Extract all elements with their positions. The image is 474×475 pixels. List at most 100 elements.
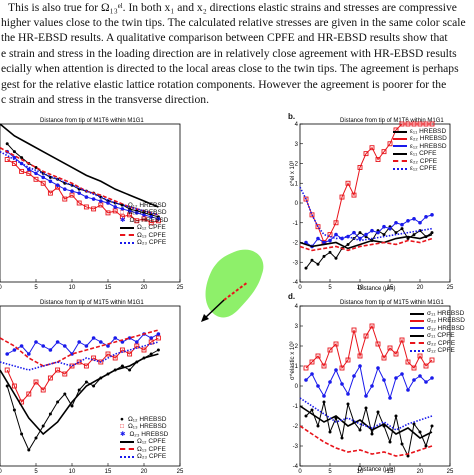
data-point	[91, 197, 96, 201]
data-point	[148, 220, 154, 226]
text-line: This is also true for Ω₁₃ᵉˡ. In both x₁ …	[8, 1, 457, 14]
data-point	[400, 222, 404, 227]
data-point	[304, 266, 308, 270]
series-line-c-2	[6, 337, 159, 403]
text-line: higher values close to the twin tips. Th…	[1, 16, 466, 29]
data-point	[376, 366, 380, 370]
data-point	[41, 344, 45, 348]
series-line-b-3	[305, 214, 433, 248]
data-point	[156, 332, 161, 336]
data-point	[33, 176, 39, 182]
data-point	[84, 380, 88, 384]
legend-b-item: ε₂₂ HREBSD	[393, 135, 447, 142]
data-point	[370, 432, 374, 436]
data-point	[387, 345, 393, 351]
data-point	[106, 344, 110, 348]
data-point	[34, 340, 38, 344]
legend-b: ε₁₁ HREBSD ε₂₂ HREBSD ε₁₂ HREBSD ε₁₁ CPF…	[393, 128, 447, 172]
y-tick-label: 4	[295, 304, 299, 310]
series-line-b-5	[299, 237, 433, 252]
data-point	[83, 363, 89, 369]
data-point	[99, 199, 103, 203]
data-point	[417, 121, 423, 127]
data-point	[376, 230, 380, 235]
data-point	[430, 231, 434, 235]
data-point	[394, 414, 398, 418]
data-point	[41, 175, 45, 180]
data-point	[412, 422, 416, 426]
data-point	[430, 376, 434, 380]
data-point	[20, 156, 24, 160]
panel-b-xlabel: Distance (μm)	[358, 286, 396, 292]
data-point	[406, 237, 410, 241]
x-tick-label: 5	[34, 469, 38, 475]
data-point	[113, 205, 117, 209]
data-point	[351, 327, 357, 333]
data-point	[346, 242, 350, 246]
data-point	[34, 436, 38, 440]
x-tick-label: 10	[69, 469, 76, 475]
x-tick-label: 20	[417, 469, 424, 475]
data-point	[352, 374, 356, 378]
series-line-b-4	[299, 233, 433, 250]
data-point	[412, 378, 416, 382]
y-tick-label: 2	[295, 344, 299, 350]
data-point	[141, 347, 147, 353]
data-point	[99, 340, 103, 344]
data-point	[430, 424, 434, 428]
data-point	[412, 217, 416, 221]
y-tick-label: -4	[293, 464, 299, 470]
data-point	[105, 210, 111, 216]
legend-a-item: Ω₁₃ CPFE	[120, 232, 168, 239]
text-line: c strain and stress in the transverse di…	[1, 93, 209, 106]
data-point	[120, 340, 125, 344]
data-point	[5, 384, 9, 388]
y-tick-label: 4	[295, 122, 299, 128]
data-point	[388, 396, 392, 400]
data-point	[364, 232, 368, 237]
series-line-a-6	[0, 150, 159, 216]
data-point	[84, 195, 89, 199]
legend-d-item: σ₂₂ CPFE	[410, 340, 465, 347]
data-point	[399, 337, 405, 343]
data-point	[322, 240, 326, 245]
data-point	[5, 142, 9, 146]
data-point	[156, 348, 160, 352]
x-tick-label: 25	[447, 469, 454, 475]
plot-frame-a	[0, 123, 181, 283]
data-point	[423, 121, 429, 127]
data-point	[141, 216, 147, 222]
data-point	[48, 348, 53, 352]
x-tick-label: 20	[141, 285, 148, 291]
data-point	[106, 201, 110, 205]
y-tick-label: -1	[293, 404, 299, 410]
panel-d-letter: d.	[288, 292, 296, 301]
panel-b-letter: b.	[288, 112, 296, 121]
y-tick-label: 3	[295, 324, 299, 330]
data-point	[364, 406, 368, 410]
data-point	[327, 347, 333, 353]
x-tick-label: 5	[34, 285, 38, 291]
y-tick-label: 0	[295, 201, 299, 207]
data-point	[400, 227, 404, 231]
data-point	[418, 374, 422, 378]
data-point	[83, 204, 89, 210]
data-point	[12, 150, 16, 154]
data-point	[55, 367, 61, 373]
data-point	[357, 164, 363, 170]
x-tick-label: 20	[417, 285, 424, 291]
legend-c: ● Ω₁₂ HREBSD □ Ω₁₃ HREBSD ✱ Ω₂₃ HREBSD Ω₁₂ …	[120, 416, 168, 460]
x-tick-label: 15	[387, 469, 394, 475]
data-point	[77, 191, 81, 195]
data-point	[370, 228, 374, 233]
series-line-a-2	[6, 159, 159, 224]
data-point	[91, 206, 97, 212]
legend-b-item: ε₁₂ CPFE	[393, 165, 447, 172]
data-point	[400, 372, 404, 376]
data-point	[33, 379, 39, 385]
legend-d-item: σ₁₁ CPFE	[410, 332, 465, 339]
series-line-b-2	[305, 123, 432, 244]
data-point	[340, 382, 344, 386]
data-point	[26, 391, 32, 397]
data-point	[91, 336, 96, 340]
